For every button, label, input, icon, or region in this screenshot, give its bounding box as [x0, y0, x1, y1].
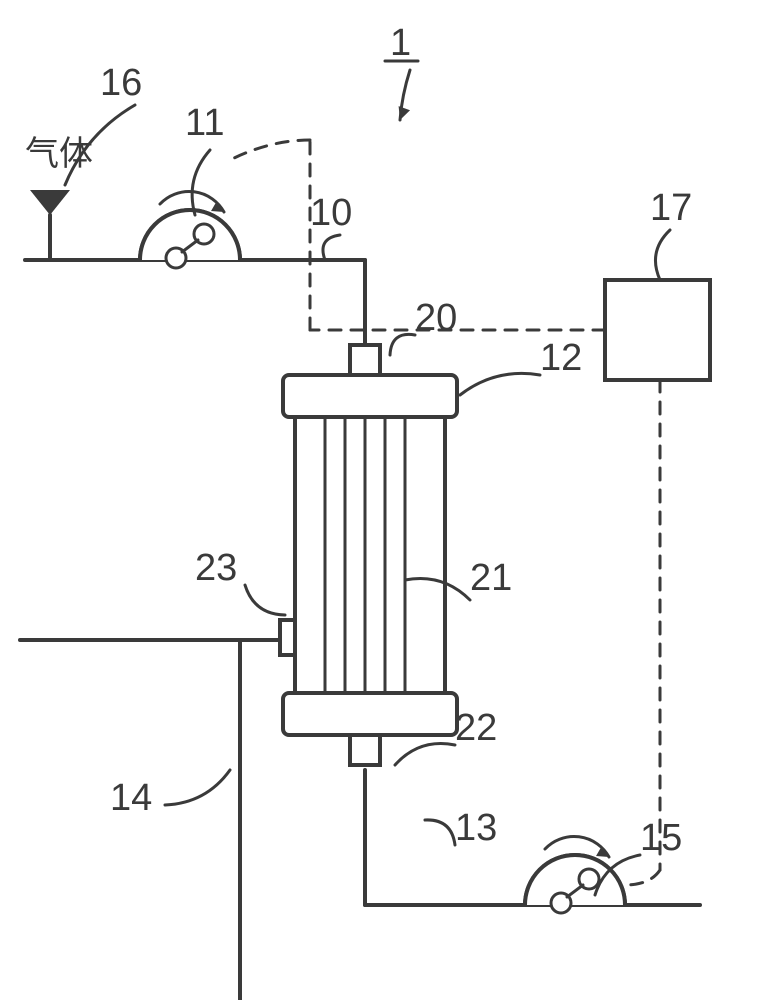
svg-text:21: 21: [470, 557, 512, 599]
svg-text:20: 20: [415, 297, 457, 339]
svg-text:13: 13: [455, 807, 497, 849]
svg-text:11: 11: [185, 102, 224, 144]
svg-text:23: 23: [195, 547, 237, 589]
svg-text:1: 1: [390, 22, 411, 64]
svg-text:10: 10: [310, 192, 352, 234]
svg-text:17: 17: [650, 187, 692, 229]
svg-text:16: 16: [100, 62, 142, 104]
svg-text:12: 12: [540, 337, 582, 379]
svg-text:22: 22: [455, 707, 497, 749]
svg-text:15: 15: [640, 817, 682, 859]
diagram-canvas: 1气体161110201217232122141315: [0, 0, 773, 1000]
svg-text:14: 14: [110, 777, 152, 819]
